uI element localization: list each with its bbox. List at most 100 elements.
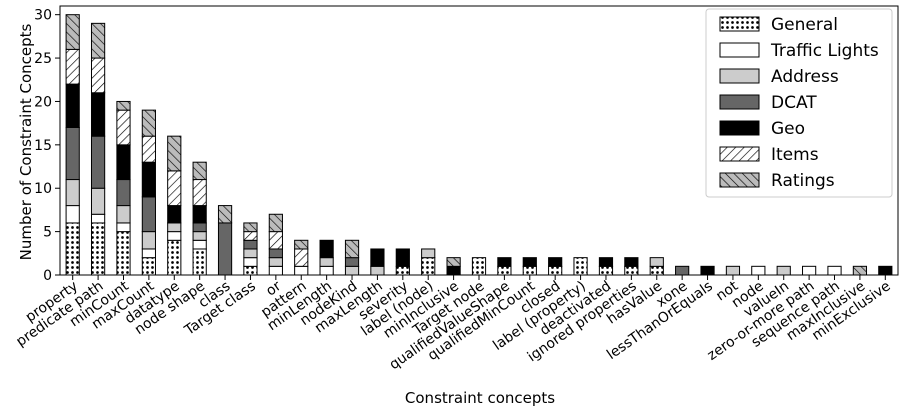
bar-segment-deactivated-general bbox=[598, 265, 614, 276]
x-axis-title: Constraint concepts bbox=[405, 389, 555, 407]
bar-segment-predicate-path-ratings bbox=[90, 22, 106, 59]
legend-swatch-items bbox=[719, 146, 760, 162]
bar-segment-target-class-traffic-lights bbox=[243, 257, 258, 267]
bar-segment-pattern-ratings bbox=[294, 239, 309, 250]
bar-segment-predicate-path-general bbox=[90, 222, 106, 276]
bar-segment-nodekind-ratings bbox=[344, 239, 360, 259]
bar-segment-valuein-address bbox=[776, 265, 791, 276]
bar-segment-target-node-general bbox=[471, 257, 487, 276]
bar-segment-pattern-items bbox=[294, 248, 309, 267]
bar-segment-label-property-general bbox=[573, 257, 588, 276]
bar-segment-target-class-general bbox=[243, 265, 258, 276]
bar-segment-target-class-dcat bbox=[243, 239, 258, 250]
bar-segment-class-ratings bbox=[217, 205, 233, 224]
bar-segment-node-shape-ratings bbox=[192, 161, 207, 181]
bar-segment-datatype-traffic-lights bbox=[167, 231, 182, 241]
bar-segment-qualifiedvalueshape-general bbox=[497, 265, 512, 276]
bar-segment-nodekind-address bbox=[344, 265, 360, 276]
legend-label-address: Address bbox=[771, 67, 839, 87]
bar-segment-or-ratings bbox=[268, 213, 283, 233]
bar-segment-mincount-geo bbox=[116, 144, 131, 181]
bar-segment-pattern-traffic-lights bbox=[294, 265, 309, 276]
y-tick-label: 5 bbox=[43, 225, 52, 241]
bar-segment-property-items bbox=[65, 48, 80, 85]
bar-segment-maxlength-geo bbox=[370, 248, 385, 267]
bar-segment-ignored-properties-general bbox=[624, 265, 639, 276]
y-tick-label: 25 bbox=[34, 51, 52, 67]
legend-swatch-address bbox=[719, 68, 760, 84]
bar-segment-minlength-traffic-lights bbox=[319, 265, 334, 276]
bar-segment-lessthanorequals-geo bbox=[700, 265, 715, 276]
bar-segment-minlength-address bbox=[319, 257, 334, 267]
bar-segment-maxcount-items bbox=[141, 135, 156, 163]
bar-segment-property-general bbox=[65, 222, 80, 276]
bar-segment-sequence-path-traffic-lights bbox=[827, 265, 842, 276]
bar-segment-closed-general bbox=[548, 265, 563, 276]
legend-swatch-dcat bbox=[719, 94, 760, 110]
bar-segment-mincount-items bbox=[116, 109, 131, 146]
bar-segment-or-dcat bbox=[268, 248, 283, 259]
bar-segment-nodekind-dcat bbox=[344, 257, 360, 267]
bar-segment-label-node-address bbox=[421, 248, 436, 259]
legend-swatch-ratings bbox=[719, 172, 760, 188]
legend-label-items: Items bbox=[771, 145, 819, 165]
bar-segment-zero-or-more-path-traffic-lights bbox=[802, 265, 817, 276]
y-tick-label: 0 bbox=[43, 268, 52, 284]
bar-segment-minlength-geo bbox=[319, 239, 334, 259]
y-tick-label: 10 bbox=[34, 181, 52, 197]
bar-segment-mininclusive-geo bbox=[446, 265, 461, 276]
bar-segment-hasvalue-address bbox=[649, 257, 664, 267]
y-tick-label: 20 bbox=[34, 94, 52, 110]
legend-label-general: General bbox=[771, 15, 838, 35]
bar-segment-maxcount-ratings bbox=[141, 109, 156, 137]
legend-swatch-general bbox=[719, 16, 760, 32]
bar-segment-target-class-ratings bbox=[243, 222, 258, 233]
bar-segment-mincount-address bbox=[116, 205, 131, 224]
bar-segment-property-dcat bbox=[65, 126, 80, 181]
bar-segment-datatype-ratings bbox=[167, 135, 182, 172]
bar-segment-predicate-path-address bbox=[90, 187, 106, 215]
bar-segment-closed-geo bbox=[548, 257, 563, 267]
bar-segment-datatype-items bbox=[167, 170, 182, 207]
bar-segment-node-traffic-lights bbox=[751, 265, 766, 276]
legend-label-traffic-lights: Traffic Lights bbox=[770, 41, 879, 61]
bar-segment-datatype-geo bbox=[167, 205, 182, 224]
legend-swatch-traffic-lights bbox=[719, 42, 760, 58]
bar-segment-mininclusive-ratings bbox=[446, 257, 461, 267]
y-tick-label: 15 bbox=[34, 138, 52, 154]
bar-segment-target-class-address bbox=[243, 248, 258, 259]
bar-segment-label-node-general bbox=[421, 257, 436, 276]
bar-segment-node-shape-general bbox=[192, 248, 207, 276]
legend: General Traffic Lights Address DCAT Geo Items… bbox=[705, 8, 893, 198]
bar-segment-qualifiedmincount-geo bbox=[522, 257, 537, 267]
bar-segment-or-address bbox=[268, 257, 283, 267]
bars-layer bbox=[65, 14, 893, 276]
bar-segment-qualifiedvalueshape-geo bbox=[497, 257, 512, 267]
bar-segment-datatype-general bbox=[167, 239, 182, 276]
legend-label-geo: Geo bbox=[771, 119, 805, 139]
bar-segment-mincount-ratings bbox=[116, 100, 131, 111]
bar-segment-node-shape-traffic-lights bbox=[192, 239, 207, 250]
bar-segment-maxcount-geo bbox=[141, 161, 156, 198]
legend-label-dcat: DCAT bbox=[771, 93, 817, 113]
bar-segment-property-address bbox=[65, 179, 80, 207]
bar-segment-node-shape-address bbox=[192, 231, 207, 241]
bar-segment-or-traffic-lights bbox=[268, 265, 283, 276]
bar-segment-property-traffic-lights bbox=[65, 205, 80, 224]
bar-segment-maxcount-dcat bbox=[141, 196, 156, 233]
bar-segment-predicate-path-dcat bbox=[90, 135, 106, 189]
bar-segment-minexclusive-geo bbox=[878, 265, 893, 276]
bar-segment-node-shape-geo bbox=[192, 205, 207, 224]
bar-segment-predicate-path-geo bbox=[90, 92, 106, 137]
bar-segment-severity-geo bbox=[395, 248, 410, 267]
bar-segment-not-address bbox=[725, 265, 741, 276]
bar-segment-severity-general bbox=[395, 265, 410, 276]
bar-segment-mincount-traffic-lights bbox=[116, 222, 131, 233]
bar-segment-node-shape-items bbox=[192, 179, 207, 207]
bar-segment-maxcount-traffic-lights bbox=[141, 248, 156, 259]
bar-segment-maxinclusive-ratings bbox=[852, 265, 868, 276]
bar-segment-hasvalue-general bbox=[649, 265, 664, 276]
bar-segment-class-dcat bbox=[217, 222, 233, 276]
bar-segment-property-geo bbox=[65, 83, 80, 128]
bar-segment-maxlength-address bbox=[370, 265, 385, 276]
